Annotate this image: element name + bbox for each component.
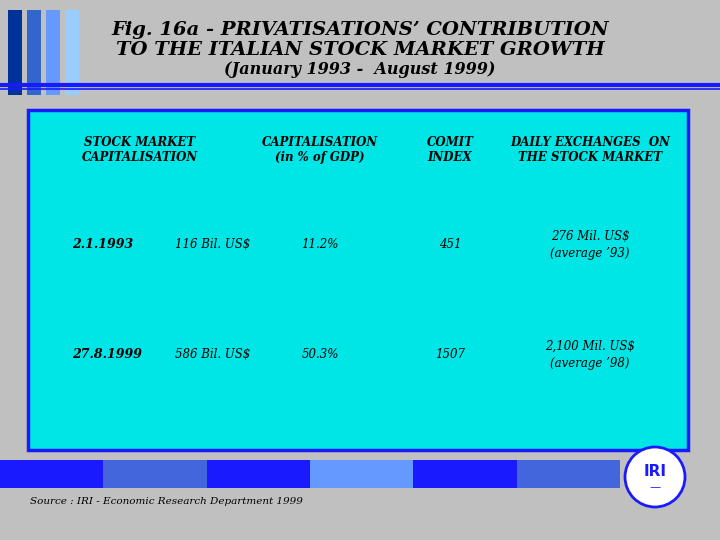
Text: 2,100 Mil. US$
(average ’98): 2,100 Mil. US$ (average ’98) (545, 340, 635, 370)
FancyBboxPatch shape (65, 10, 79, 95)
Text: 11.2%: 11.2% (301, 239, 338, 252)
Bar (104, 460, 207, 482)
Text: 116 Bil. US$: 116 Bil. US$ (175, 239, 251, 252)
Text: COMIT
INDEX: COMIT INDEX (426, 136, 474, 164)
Text: 27.8.1999: 27.8.1999 (72, 348, 142, 361)
Bar (413, 460, 517, 482)
Bar (413, 482, 517, 488)
Text: 50.3%: 50.3% (301, 348, 338, 361)
Bar (207, 482, 310, 488)
Circle shape (625, 447, 685, 507)
Text: DAILY EXCHANGES  ON
THE STOCK MARKET: DAILY EXCHANGES ON THE STOCK MARKET (510, 136, 670, 164)
Text: —: — (649, 482, 660, 492)
Bar (517, 482, 620, 488)
FancyBboxPatch shape (28, 110, 688, 450)
Text: (January 1993 -  August 1999): (January 1993 - August 1999) (224, 62, 496, 78)
FancyBboxPatch shape (46, 10, 60, 95)
Text: 276 Mil. US$
(average ’93): 276 Mil. US$ (average ’93) (550, 230, 630, 260)
Bar (104, 482, 207, 488)
Bar (310, 460, 413, 482)
Text: 451: 451 (438, 239, 462, 252)
Text: 586 Bil. US$: 586 Bil. US$ (175, 348, 251, 361)
Text: 1507: 1507 (435, 348, 465, 361)
Text: IRI: IRI (644, 464, 667, 480)
Bar (207, 460, 310, 482)
Text: CAPITALISATION
(in % of GDP): CAPITALISATION (in % of GDP) (262, 136, 378, 164)
Bar (310, 482, 413, 488)
Bar (0, 482, 104, 488)
FancyBboxPatch shape (8, 10, 22, 95)
Text: TO THE ITALIAN STOCK MARKET GROWTH: TO THE ITALIAN STOCK MARKET GROWTH (116, 41, 604, 59)
Bar (517, 460, 620, 482)
Bar (0, 460, 104, 482)
FancyBboxPatch shape (27, 10, 41, 95)
Text: Source : IRI - Economic Research Department 1999: Source : IRI - Economic Research Departm… (30, 497, 303, 507)
Text: STOCK MARKET
CAPITALISATION: STOCK MARKET CAPITALISATION (82, 136, 198, 164)
Text: Fig. 16a - PRIVATISATIONS’ CONTRIBUTION: Fig. 16a - PRIVATISATIONS’ CONTRIBUTION (111, 21, 609, 39)
Text: 2.1.1993: 2.1.1993 (72, 239, 133, 252)
